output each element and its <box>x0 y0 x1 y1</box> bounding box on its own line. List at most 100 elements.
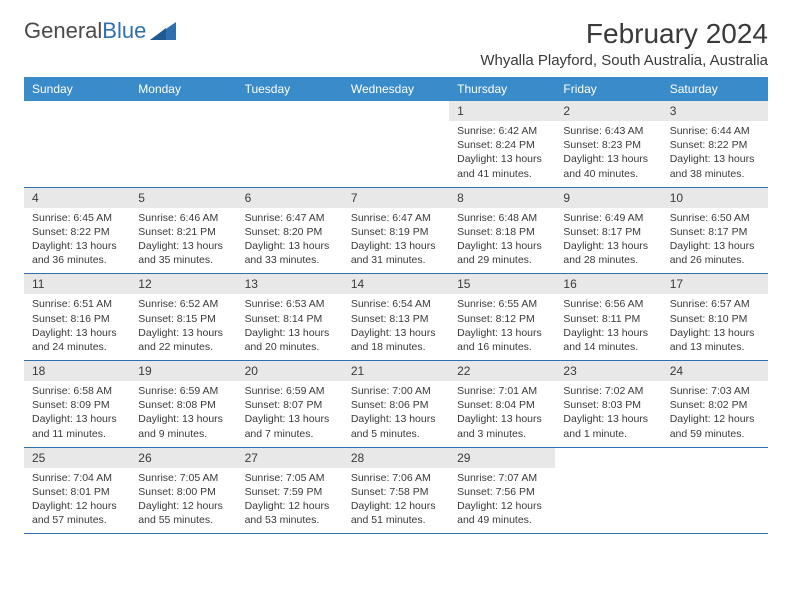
cell-details: Sunrise: 6:46 AMSunset: 8:21 PMDaylight:… <box>130 208 236 274</box>
cell-details: Sunrise: 7:06 AMSunset: 7:58 PMDaylight:… <box>343 468 449 534</box>
calendar-cell: 10Sunrise: 6:50 AMSunset: 8:17 PMDayligh… <box>662 187 768 274</box>
sunrise-text: Sunrise: 6:59 AM <box>138 384 228 398</box>
cell-details: Sunrise: 6:55 AMSunset: 8:12 PMDaylight:… <box>449 294 555 360</box>
date-number: 21 <box>343 361 449 381</box>
cell-details: Sunrise: 6:49 AMSunset: 8:17 PMDaylight:… <box>555 208 661 274</box>
daylight-line1: Daylight: 13 hours <box>457 326 547 340</box>
sunrise-text: Sunrise: 6:42 AM <box>457 124 547 138</box>
title-block: February 2024 Whyalla Playford, South Au… <box>480 18 768 69</box>
calendar-cell: 17Sunrise: 6:57 AMSunset: 8:10 PMDayligh… <box>662 274 768 361</box>
sunset-text: Sunset: 8:06 PM <box>351 398 441 412</box>
sunrise-text: Sunrise: 6:47 AM <box>351 211 441 225</box>
date-number: 12 <box>130 274 236 294</box>
daylight-line2: and 18 minutes. <box>351 340 441 354</box>
daylight-line2: and 53 minutes. <box>245 513 335 527</box>
date-number: 25 <box>24 448 130 468</box>
sunrise-text: Sunrise: 6:53 AM <box>245 297 335 311</box>
daylight-line1: Daylight: 13 hours <box>32 326 122 340</box>
sunset-text: Sunset: 8:16 PM <box>32 312 122 326</box>
sunrise-text: Sunrise: 6:56 AM <box>563 297 653 311</box>
sunset-text: Sunset: 8:02 PM <box>670 398 760 412</box>
date-number <box>555 448 661 468</box>
date-number: 15 <box>449 274 555 294</box>
calendar-cell: 12Sunrise: 6:52 AMSunset: 8:15 PMDayligh… <box>130 274 236 361</box>
date-number: 16 <box>555 274 661 294</box>
daylight-line2: and 5 minutes. <box>351 427 441 441</box>
cell-details: Sunrise: 6:59 AMSunset: 8:08 PMDaylight:… <box>130 381 236 447</box>
daylight-line1: Daylight: 13 hours <box>32 239 122 253</box>
date-number: 3 <box>662 101 768 121</box>
sunset-text: Sunset: 8:19 PM <box>351 225 441 239</box>
date-number: 28 <box>343 448 449 468</box>
daylight-line2: and 3 minutes. <box>457 427 547 441</box>
sunrise-text: Sunrise: 7:05 AM <box>245 471 335 485</box>
daylight-line2: and 51 minutes. <box>351 513 441 527</box>
calendar-week-row: 1Sunrise: 6:42 AMSunset: 8:24 PMDaylight… <box>24 101 768 187</box>
daylight-line2: and 57 minutes. <box>32 513 122 527</box>
sunrise-text: Sunrise: 6:55 AM <box>457 297 547 311</box>
daylight-line1: Daylight: 12 hours <box>138 499 228 513</box>
daylight-line2: and 31 minutes. <box>351 253 441 267</box>
daylight-line2: and 36 minutes. <box>32 253 122 267</box>
calendar-cell: 13Sunrise: 6:53 AMSunset: 8:14 PMDayligh… <box>237 274 343 361</box>
calendar-cell-empty <box>662 447 768 534</box>
daylight-line1: Daylight: 12 hours <box>670 412 760 426</box>
cell-details: Sunrise: 6:54 AMSunset: 8:13 PMDaylight:… <box>343 294 449 360</box>
sunset-text: Sunset: 8:04 PM <box>457 398 547 412</box>
daylight-line1: Daylight: 13 hours <box>670 239 760 253</box>
daylight-line2: and 38 minutes. <box>670 167 760 181</box>
calendar-cell-empty <box>343 101 449 187</box>
sunset-text: Sunset: 8:11 PM <box>563 312 653 326</box>
daylight-line1: Daylight: 13 hours <box>245 412 335 426</box>
sunset-text: Sunset: 8:21 PM <box>138 225 228 239</box>
daylight-line2: and 29 minutes. <box>457 253 547 267</box>
daylight-line2: and 40 minutes. <box>563 167 653 181</box>
calendar-cell: 14Sunrise: 6:54 AMSunset: 8:13 PMDayligh… <box>343 274 449 361</box>
daylight-line2: and 24 minutes. <box>32 340 122 354</box>
daylight-line2: and 9 minutes. <box>138 427 228 441</box>
daylight-line1: Daylight: 13 hours <box>670 326 760 340</box>
daylight-line2: and 35 minutes. <box>138 253 228 267</box>
calendar-cell: 20Sunrise: 6:59 AMSunset: 8:07 PMDayligh… <box>237 361 343 448</box>
daylight-line1: Daylight: 13 hours <box>245 239 335 253</box>
cell-details: Sunrise: 7:05 AMSunset: 7:59 PMDaylight:… <box>237 468 343 534</box>
date-number: 13 <box>237 274 343 294</box>
date-number: 8 <box>449 188 555 208</box>
day-header-row: SundayMondayTuesdayWednesdayThursdayFrid… <box>24 77 768 101</box>
calendar-cell: 16Sunrise: 6:56 AMSunset: 8:11 PMDayligh… <box>555 274 661 361</box>
day-header-cell: Sunday <box>24 77 130 101</box>
day-header-cell: Friday <box>555 77 661 101</box>
daylight-line1: Daylight: 13 hours <box>563 239 653 253</box>
calendar-cell: 3Sunrise: 6:44 AMSunset: 8:22 PMDaylight… <box>662 101 768 187</box>
date-number: 26 <box>130 448 236 468</box>
daylight-line1: Daylight: 13 hours <box>670 152 760 166</box>
sunrise-text: Sunrise: 6:52 AM <box>138 297 228 311</box>
date-number <box>130 101 236 121</box>
logo-triangle-icon <box>150 22 176 40</box>
sunset-text: Sunset: 8:23 PM <box>563 138 653 152</box>
daylight-line1: Daylight: 13 hours <box>563 412 653 426</box>
calendar-cell: 21Sunrise: 7:00 AMSunset: 8:06 PMDayligh… <box>343 361 449 448</box>
calendar-cell: 18Sunrise: 6:58 AMSunset: 8:09 PMDayligh… <box>24 361 130 448</box>
cell-details: Sunrise: 6:47 AMSunset: 8:19 PMDaylight:… <box>343 208 449 274</box>
calendar-cell: 7Sunrise: 6:47 AMSunset: 8:19 PMDaylight… <box>343 187 449 274</box>
calendar-table: SundayMondayTuesdayWednesdayThursdayFrid… <box>24 77 768 534</box>
calendar-cell: 27Sunrise: 7:05 AMSunset: 7:59 PMDayligh… <box>237 447 343 534</box>
calendar-cell: 26Sunrise: 7:05 AMSunset: 8:00 PMDayligh… <box>130 447 236 534</box>
date-number: 11 <box>24 274 130 294</box>
daylight-line1: Daylight: 13 hours <box>138 412 228 426</box>
date-number: 7 <box>343 188 449 208</box>
date-number: 24 <box>662 361 768 381</box>
sunrise-text: Sunrise: 6:51 AM <box>32 297 122 311</box>
daylight-line1: Daylight: 12 hours <box>32 499 122 513</box>
sunset-text: Sunset: 7:56 PM <box>457 485 547 499</box>
daylight-line2: and 1 minute. <box>563 427 653 441</box>
date-number <box>662 448 768 468</box>
calendar-cell: 24Sunrise: 7:03 AMSunset: 8:02 PMDayligh… <box>662 361 768 448</box>
sunset-text: Sunset: 8:20 PM <box>245 225 335 239</box>
date-number: 27 <box>237 448 343 468</box>
cell-details: Sunrise: 7:04 AMSunset: 8:01 PMDaylight:… <box>24 468 130 534</box>
cell-details: Sunrise: 7:01 AMSunset: 8:04 PMDaylight:… <box>449 381 555 447</box>
date-number: 18 <box>24 361 130 381</box>
calendar-cell-empty <box>24 101 130 187</box>
